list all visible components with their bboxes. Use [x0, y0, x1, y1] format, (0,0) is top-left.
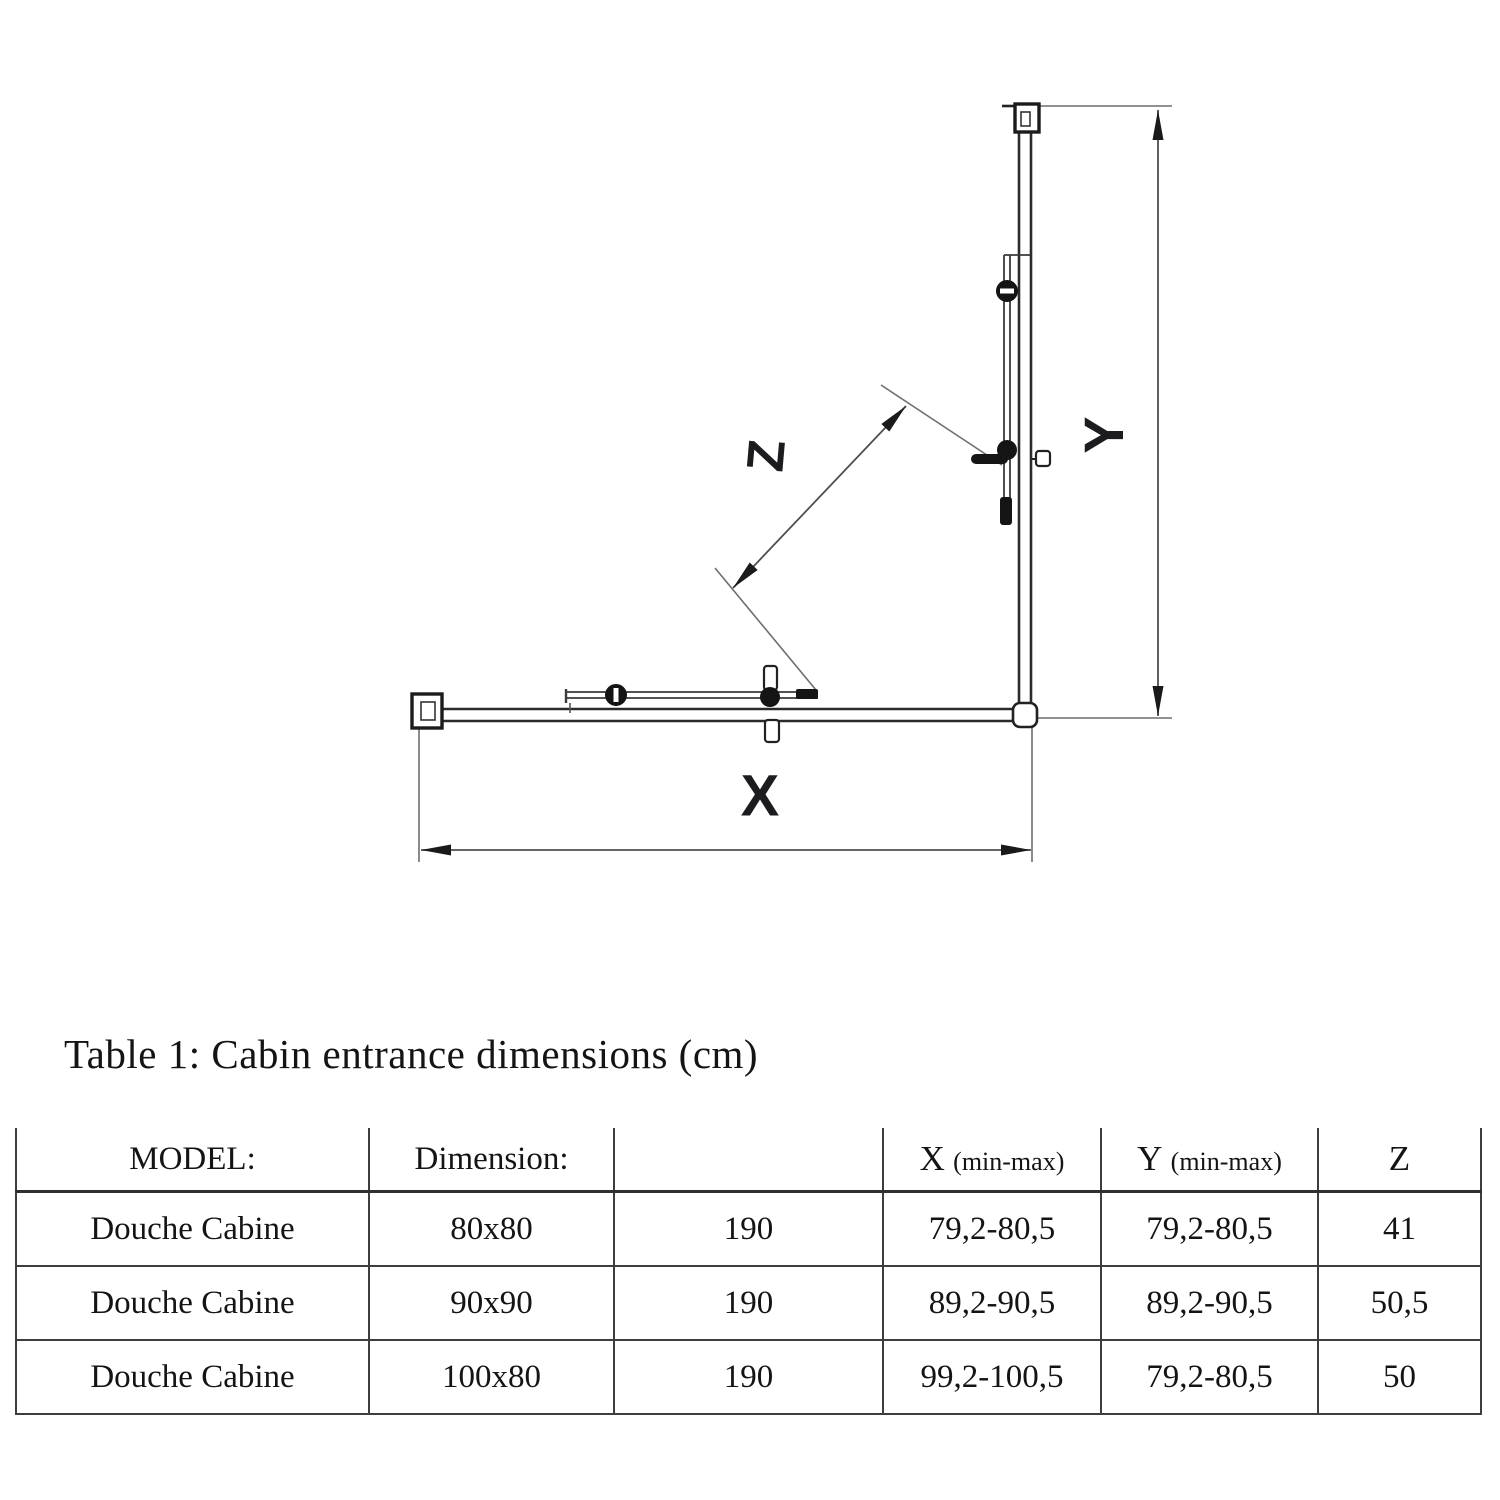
header-y-range: Y (min-max) [1100, 1128, 1319, 1193]
x-dimension-label: X [741, 763, 780, 828]
bottom-wall [440, 707, 1015, 723]
dimension-x: X [421, 763, 1031, 856]
table-row: Douche Cabine 80x80 190 79,2-80,5 79,2-8… [15, 1190, 1482, 1267]
cell-z: 50 [1317, 1339, 1482, 1415]
cell-model: Douche Cabine [15, 1265, 370, 1341]
header-dimension: Dimension: [368, 1128, 615, 1193]
right-sliding-door [971, 254, 1052, 525]
table-row: Douche Cabine 100x80 190 99,2-100,5 79,2… [15, 1339, 1482, 1415]
y-dimension-label: Y [1072, 416, 1135, 453]
top-wall-profile [1002, 102, 1041, 134]
cell-x-range: 79,2-80,5 [882, 1190, 1102, 1267]
dimension-z: Z [732, 405, 907, 589]
cell-x-range: 89,2-90,5 [882, 1265, 1102, 1341]
table-title: Table 1: Cabin entrance dimensions (cm) [64, 1031, 759, 1077]
table-row: Douche Cabine 90x90 190 89,2-90,5 89,2-9… [15, 1265, 1482, 1341]
cell-z: 50,5 [1317, 1265, 1482, 1341]
door-roller-top-icon [996, 280, 1018, 302]
cell-dimension: 80x80 [368, 1190, 615, 1267]
cell-model: Douche Cabine [15, 1190, 370, 1267]
door-handle-right-icon [971, 440, 1052, 525]
cell-y-range: 89,2-90,5 [1100, 1265, 1319, 1341]
door-roller-bottom-icon [605, 684, 627, 706]
cell-z: 41 [1317, 1190, 1482, 1267]
header-y-main: Y [1137, 1139, 1163, 1178]
door-handle-bottom-icon [760, 664, 818, 744]
extension-lines [418, 105, 1172, 862]
header-z: Z [1317, 1128, 1482, 1193]
cell-y-range: 79,2-80,5 [1100, 1190, 1319, 1267]
cell-height: 190 [613, 1265, 884, 1341]
cell-dimension: 90x90 [368, 1265, 615, 1341]
cell-x-range: 99,2-100,5 [882, 1339, 1102, 1415]
cell-height: 190 [613, 1339, 884, 1415]
corner-connector [1011, 701, 1039, 729]
dimension-y: Y [1072, 110, 1164, 716]
header-x-range: X (min-max) [882, 1128, 1102, 1193]
header-y-sub: (min-max) [1170, 1147, 1282, 1176]
dimensions-table: MODEL: Dimension: X (min-max) Y (min-max… [15, 1128, 1482, 1415]
left-wall-profile [410, 692, 444, 730]
header-blank [613, 1128, 884, 1193]
header-model: MODEL: [15, 1128, 370, 1193]
table-header-row: MODEL: Dimension: X (min-max) Y (min-max… [15, 1128, 1482, 1193]
header-x-sub: (min-max) [953, 1147, 1065, 1176]
header-x-main: X [919, 1139, 945, 1178]
z-dimension-label: Z [736, 437, 797, 474]
cell-height: 190 [613, 1190, 884, 1267]
right-wall [1017, 128, 1033, 705]
cell-y-range: 79,2-80,5 [1100, 1339, 1319, 1415]
cell-model: Douche Cabine [15, 1339, 370, 1415]
cabin-diagram: Y X Z [410, 102, 1172, 862]
cell-dimension: 100x80 [368, 1339, 615, 1415]
bottom-sliding-door [564, 664, 818, 744]
